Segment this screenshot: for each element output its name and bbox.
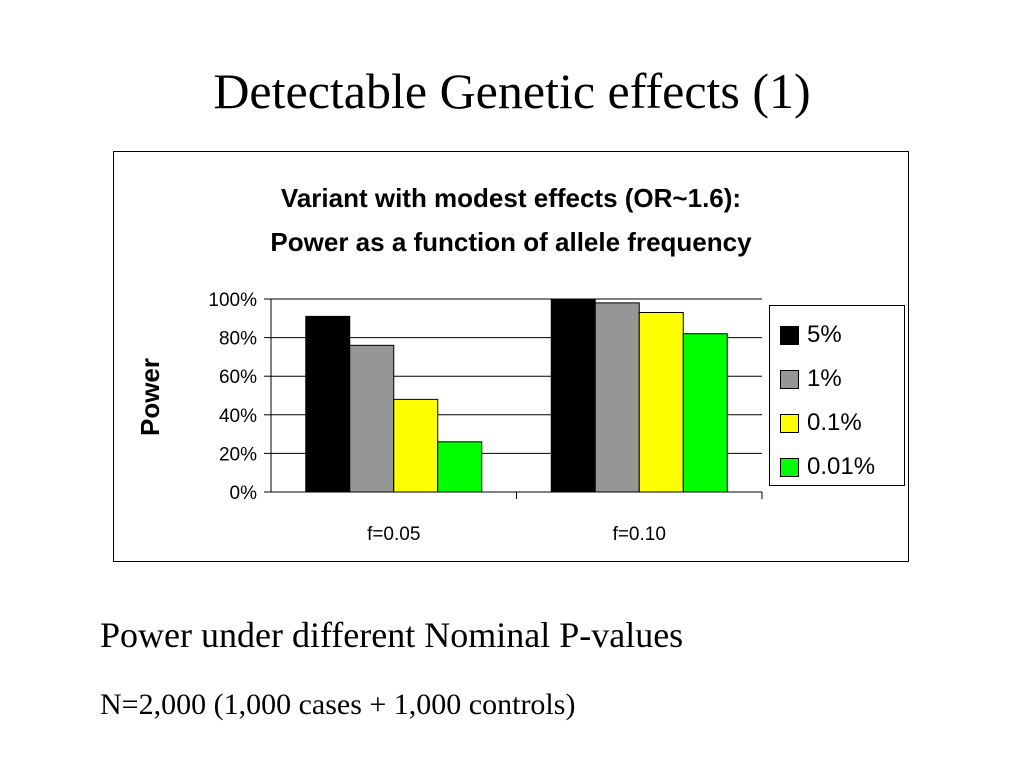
legend: 5% 1% 0.1% 0.01% — [769, 305, 905, 486]
bar-f=0.10-0.01% — [682, 333, 728, 493]
y-tick-label: 20% — [219, 444, 257, 465]
bar-f=0.10-5% — [550, 298, 596, 493]
legend-swatch-1pct — [780, 369, 799, 389]
y-tick-label: 100% — [208, 290, 257, 311]
x-tick-label: f=0.05 — [367, 524, 420, 545]
y-axis-label: Power — [135, 358, 165, 436]
chart-frame: Variant with modest effects (OR~1.6): Po… — [113, 151, 909, 562]
slide-subtitle: Power under different Nominal P-values — [100, 615, 684, 655]
legend-label-1pct: 1% — [807, 365, 842, 392]
bar-f=0.05-1% — [349, 344, 395, 493]
legend-swatch-0-1pct — [780, 413, 799, 433]
legend-swatch-0-01pct — [780, 457, 799, 477]
y-tick-label: 80% — [219, 329, 257, 350]
bar-chart: 0% 20% 40% 60% 80% 100% f=0.05 f=0.10 Power — [135, 290, 763, 545]
legend-label-5pct: 5% — [807, 321, 842, 348]
sample-size-note: N=2,000 (1,000 cases + 1,000 controls) — [100, 688, 576, 721]
y-tick-label: 0% — [230, 483, 258, 504]
bar-f=0.05-5% — [305, 315, 351, 493]
bar-f=0.05-0.01% — [437, 441, 483, 493]
legend-item-0-01pct: 0.01% — [780, 452, 875, 482]
chart-title-line-1: Variant with modest effects (OR~1.6): — [280, 183, 742, 213]
legend-item-1pct: 1% — [780, 364, 842, 394]
bar-f=0.10-0.1% — [638, 312, 684, 493]
legend-label-0-01pct: 0.01% — [807, 453, 876, 480]
bar-f=0.05-0.1% — [393, 398, 439, 493]
legend-swatch-5pct — [780, 325, 799, 345]
slide-title: Detectable Genetic effects (1) — [213, 63, 811, 119]
bar-f=0.10-1% — [594, 302, 640, 493]
x-tick-label: f=0.10 — [613, 524, 666, 545]
chart-title: Variant with modest effects (OR~1.6): Po… — [114, 176, 908, 264]
chart-title-line-2: Power as a function of allele frequency — [270, 227, 752, 257]
legend-label-0-1pct: 0.1% — [807, 409, 862, 436]
y-tick-label: 60% — [219, 367, 257, 388]
legend-item-0-1pct: 0.1% — [780, 408, 862, 438]
y-tick-label: 40% — [219, 406, 257, 427]
legend-item-5pct: 5% — [780, 320, 842, 350]
